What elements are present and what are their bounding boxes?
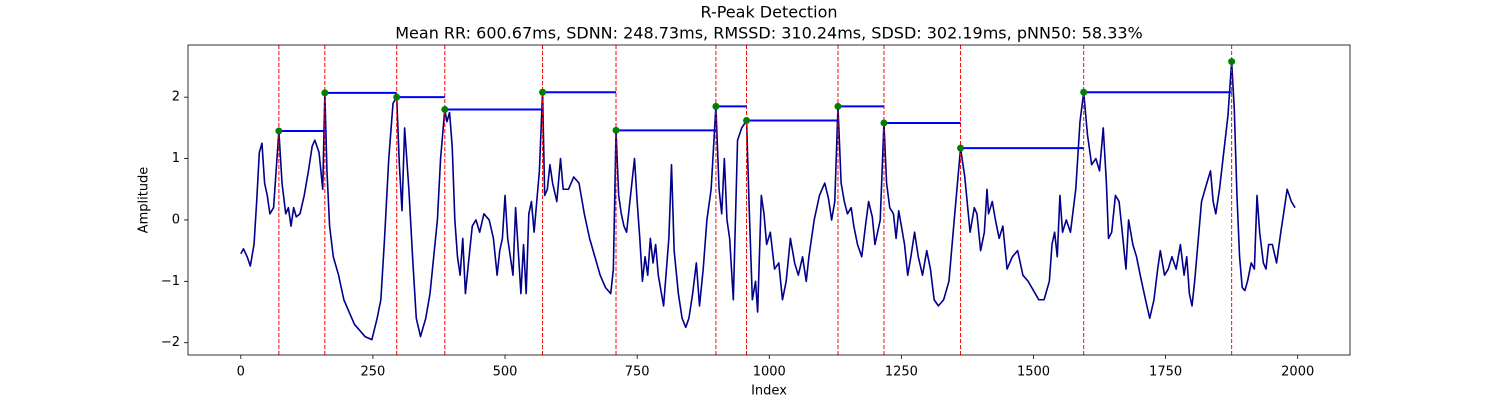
chart-title: R-Peak Detection xyxy=(700,3,837,22)
peak-point xyxy=(743,117,751,125)
x-tick-label: 2000 xyxy=(1281,365,1314,380)
peak-point xyxy=(393,93,401,101)
x-tick-label: 750 xyxy=(625,365,650,380)
peak-point xyxy=(612,126,620,134)
x-axis-label: Index xyxy=(751,384,787,399)
peak-point xyxy=(539,88,547,96)
x-tick-label: 1750 xyxy=(1149,365,1182,380)
signal-line xyxy=(240,60,1296,341)
peak-point xyxy=(834,102,842,110)
y-tick-label: 0 xyxy=(172,212,180,227)
peak-point xyxy=(712,102,720,110)
y-tick-label: −2 xyxy=(161,335,180,350)
peak-point xyxy=(957,144,965,152)
peak-point xyxy=(441,105,449,113)
x-tick-label: 500 xyxy=(493,365,518,380)
x-tick-label: 1000 xyxy=(753,365,786,380)
chart-subtitle: Mean RR: 600.67ms, SDNN: 248.73ms, RMSSD… xyxy=(395,24,1143,43)
peak-point xyxy=(275,127,283,135)
y-tick-label: 1 xyxy=(172,151,180,166)
x-tick-label: 0 xyxy=(237,365,245,380)
plot-frame xyxy=(187,44,1351,356)
y-tick-label: −1 xyxy=(161,274,180,289)
x-tick-label: 250 xyxy=(361,365,386,380)
y-tick-label: 2 xyxy=(172,90,180,105)
peak-point xyxy=(1228,58,1236,66)
x-tick-label: 1250 xyxy=(885,365,918,380)
peak-point xyxy=(1080,88,1088,96)
peak-point xyxy=(321,89,329,97)
y-axis-label: Amplitude xyxy=(137,167,152,234)
x-tick-label: 1500 xyxy=(1017,365,1050,380)
peak-point xyxy=(880,119,888,127)
